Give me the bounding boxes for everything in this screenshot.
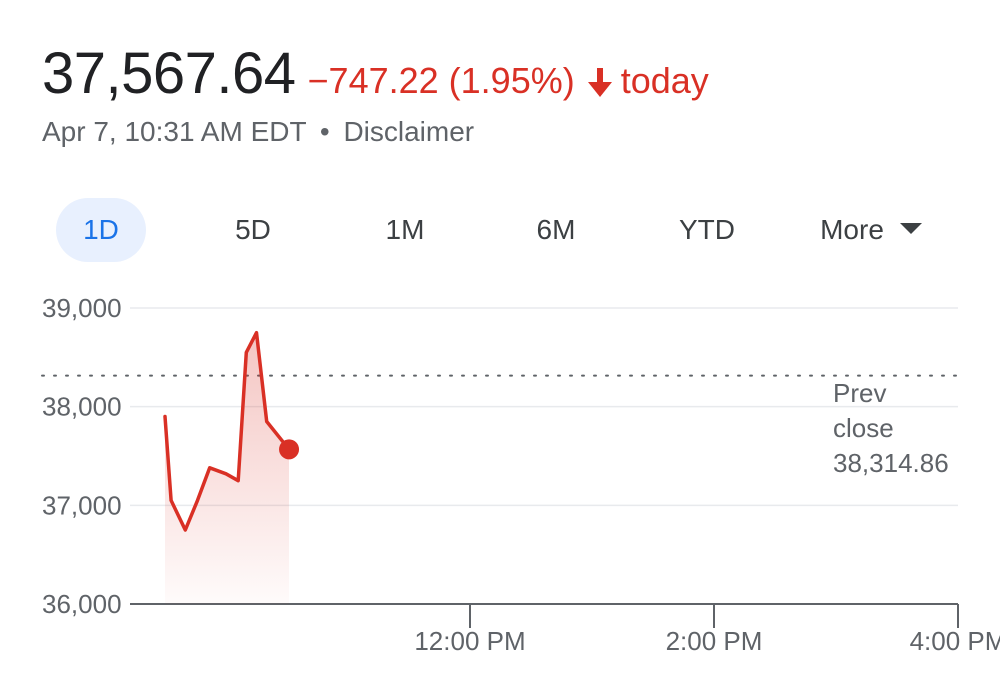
arrow-down-icon	[587, 68, 612, 97]
price-chart[interactable]: 39,000 38,000 37,000 36,000 12:00 PM 2:00 PM 4…	[0, 280, 1000, 680]
tab-more[interactable]: More	[796, 198, 946, 262]
tab-label: 5D	[235, 214, 271, 245]
x-tick-label: 12:00 PM	[414, 626, 525, 656]
quote-header: 37,567.64 −747.22 (1.95%) today	[42, 40, 709, 107]
range-tabs: 1D 5D 1M 6M YTD More	[56, 198, 946, 262]
tab-6m[interactable]: 6M	[511, 198, 601, 262]
quote-meta: Apr 7, 10:31 AM EDT • Disclaimer	[42, 116, 474, 148]
price-line	[163, 330, 291, 532]
timestamp: Apr 7, 10:31 AM EDT	[42, 116, 307, 147]
x-tick-label: 2:00 PM	[666, 626, 763, 656]
x-tick-label: 4:00 PM	[910, 626, 1000, 656]
tab-ytd[interactable]: YTD	[659, 198, 755, 262]
current-price: 37,567.64	[42, 41, 296, 106]
disclaimer-link[interactable]: Disclaimer	[343, 116, 475, 147]
y-tick-label: 36,000	[42, 589, 122, 619]
tab-1d[interactable]: 1D	[56, 198, 146, 262]
tab-5d[interactable]: 5D	[208, 198, 298, 262]
tab-label: 1D	[83, 214, 119, 245]
tab-label: 1M	[385, 214, 425, 245]
separator: •	[319, 116, 330, 147]
tab-label: YTD	[679, 214, 735, 245]
prev-close-value: 38,314.86	[833, 448, 949, 478]
prev-close-label: close	[833, 413, 894, 443]
current-price-marker	[279, 439, 300, 460]
price-change: −747.22 (1.95%) today	[308, 60, 709, 102]
change-amount: −747.22	[307, 60, 439, 101]
y-tick-label: 39,000	[42, 293, 122, 323]
change-period: today	[620, 60, 709, 101]
y-tick-label: 38,000	[42, 392, 122, 422]
caret-down-icon	[899, 223, 922, 235]
price-area	[165, 332, 289, 604]
y-tick-label: 37,000	[42, 490, 122, 520]
prev-close-label: Prev	[833, 378, 886, 408]
tab-label: More	[820, 214, 884, 245]
tab-1m[interactable]: 1M	[360, 198, 450, 262]
tab-label: 6M	[536, 214, 576, 245]
change-percent: (1.95%)	[448, 60, 575, 101]
